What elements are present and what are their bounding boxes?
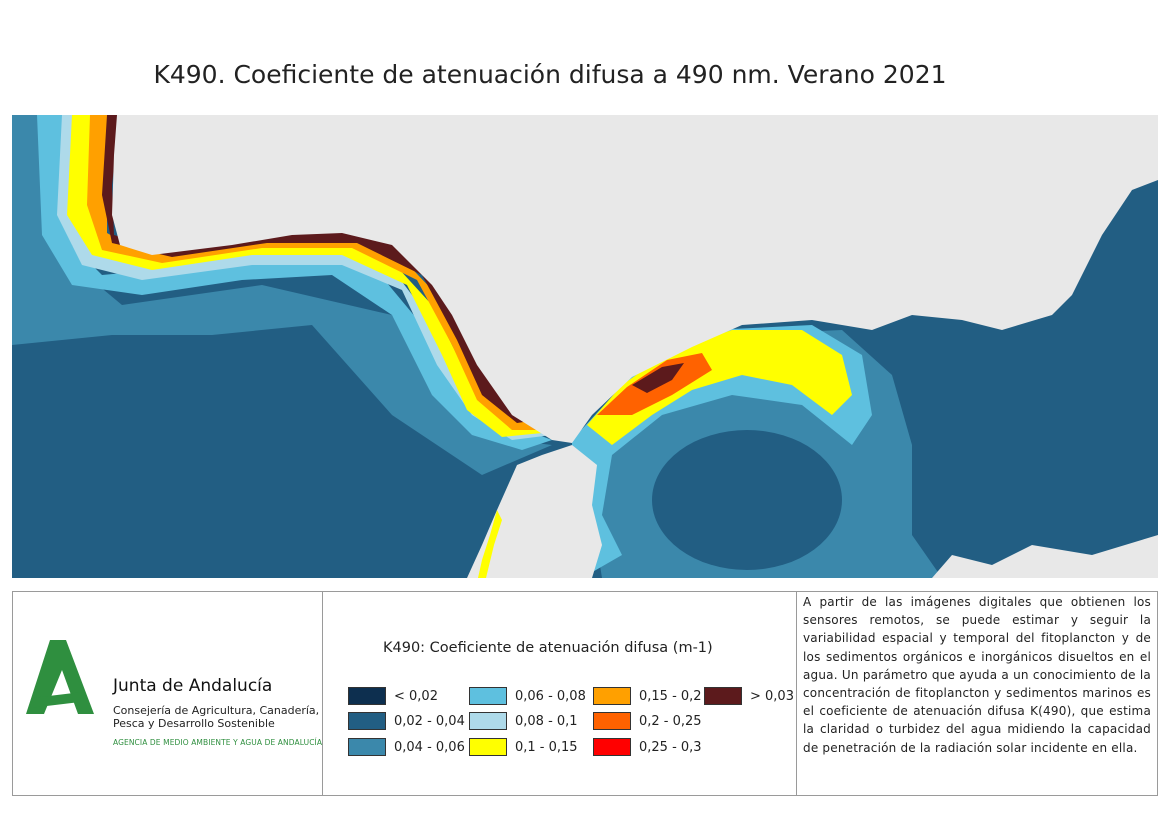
legend-swatch [593,712,631,730]
legend-item: 0,2 - 0,25 [593,711,702,731]
legend-label: 0,08 - 0,1 [515,713,578,729]
band-east-dark [632,363,684,393]
legend-title: K490: Coeficiente de atenuación difusa (… [383,640,713,656]
legend-label: 0,15 - 0,2 [639,688,702,704]
legend-swatch [469,712,507,730]
legend-item: 0,15 - 0,2 [593,686,702,706]
legend-item: 0,02 - 0,04 [348,711,465,731]
legend-swatch [469,687,507,705]
band-west-offshore [12,115,552,475]
panel-divider-right [796,591,797,796]
map-title: K490. Coeficiente de atenuación difusa a… [153,60,947,89]
org-department-line1: Consejería de Agricultura, Canadería, [113,704,320,717]
legend-swatch [348,712,386,730]
legend-item: < 0,02 [348,686,438,706]
legend-label: 0,1 - 0,15 [515,739,578,755]
band-west-cyan [37,115,552,450]
legend-item: > 0,03 [704,686,794,706]
legend-label: < 0,02 [394,688,438,704]
land-africa-east [932,535,1158,578]
legend-swatch [593,687,631,705]
legend-swatch [348,687,386,705]
gyre-center [652,430,842,570]
description-text: A partir de las imágenes digitales que o… [803,595,1151,755]
info-panel [12,591,1158,796]
legend-label: 0,2 - 0,25 [639,713,702,729]
land-africa [467,445,602,578]
legend-item: 0,25 - 0,3 [593,737,702,757]
legend-swatch [348,738,386,756]
org-name: Junta de Andalucía [113,676,273,696]
panel-divider-left [322,591,323,796]
org-department-line2: Pesca y Desarrollo Sostenible [113,717,275,730]
legend-label: 0,04 - 0,06 [394,739,465,755]
k490-map [12,115,1158,578]
coast-africa-yellow [478,510,502,578]
org-agency: AGENCIA DE MEDIO AMBIENTE Y AGUA DE ANDA… [113,738,323,747]
legend-label: 0,06 - 0,08 [515,688,586,704]
legend-swatch [593,738,631,756]
band-west-dark [102,115,537,423]
band-east-yellow [587,330,852,445]
junta-andalucia-logo [26,640,94,714]
legend-item: 0,04 - 0,06 [348,737,465,757]
legend-swatch [704,687,742,705]
legend-label: 0,25 - 0,3 [639,739,702,755]
legend-label: > 0,03 [750,688,794,704]
legend-swatch [469,738,507,756]
legend-item: 0,1 - 0,15 [469,737,578,757]
legend-item: 0,06 - 0,08 [469,686,586,706]
land-iberia [112,115,1158,443]
legend-item: 0,08 - 0,1 [469,711,578,731]
band-west-lightblue [57,115,552,440]
legend-label: 0,02 - 0,04 [394,713,465,729]
